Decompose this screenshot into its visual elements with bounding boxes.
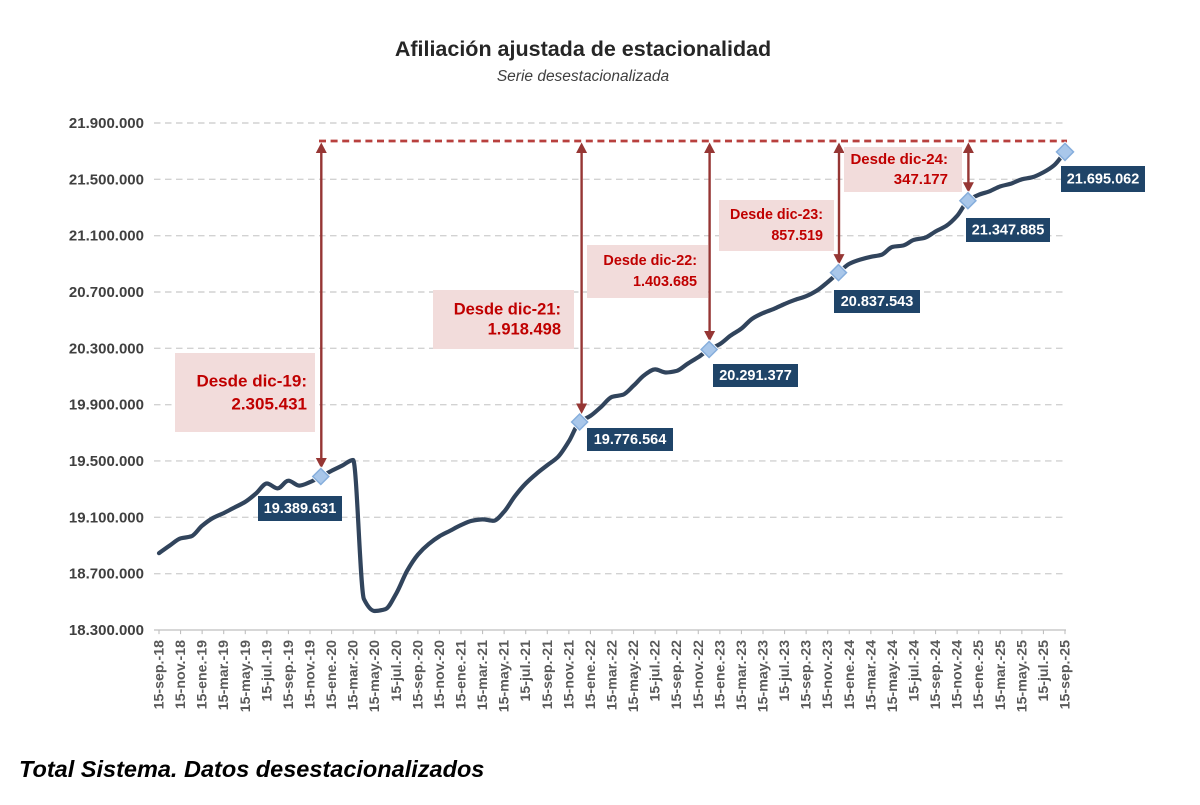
svg-text:Total Sistema. Datos desestaci: Total Sistema. Datos desestacionalizados	[19, 756, 484, 782]
svg-text:15-sep.-21: 15-sep.-21	[540, 640, 556, 710]
svg-text:15-nov.-22: 15-nov.-22	[691, 640, 707, 709]
svg-text:19.100.000: 19.100.000	[69, 509, 144, 526]
svg-text:Desde dic-21:: Desde dic-21:	[454, 301, 561, 319]
svg-text:15-may.-24: 15-may.-24	[885, 640, 901, 712]
svg-text:15-sep.-19: 15-sep.-19	[281, 640, 297, 710]
svg-text:21.500.000: 21.500.000	[69, 171, 144, 188]
svg-text:15-nov.-20: 15-nov.-20	[432, 640, 448, 709]
svg-text:15-mar.-19: 15-mar.-19	[216, 640, 232, 710]
svg-text:Desde dic-22:: Desde dic-22:	[603, 253, 697, 269]
svg-text:15-jul.-21: 15-jul.-21	[518, 640, 534, 702]
svg-text:19.776.564: 19.776.564	[594, 432, 667, 448]
svg-text:15-mar.-22: 15-mar.-22	[605, 640, 621, 710]
svg-text:19.500.000: 19.500.000	[69, 453, 144, 470]
svg-text:15-sep.-24: 15-sep.-24	[928, 640, 944, 710]
svg-text:15-sep.-22: 15-sep.-22	[669, 640, 685, 710]
svg-text:15-sep.-25: 15-sep.-25	[1058, 640, 1074, 710]
svg-text:15-mar.-21: 15-mar.-21	[475, 640, 491, 710]
svg-text:15-jul.-19: 15-jul.-19	[259, 640, 275, 702]
svg-text:18.700.000: 18.700.000	[69, 566, 144, 583]
svg-text:15-nov.-21: 15-nov.-21	[561, 640, 577, 709]
svg-text:347.177: 347.177	[894, 171, 948, 188]
svg-text:20.291.377: 20.291.377	[719, 368, 792, 384]
svg-text:20.837.543: 20.837.543	[841, 294, 914, 310]
svg-text:1.918.498: 1.918.498	[488, 321, 561, 339]
svg-text:21.100.000: 21.100.000	[69, 228, 144, 245]
svg-text:20.700.000: 20.700.000	[69, 284, 144, 301]
svg-text:15-jul.-23: 15-jul.-23	[777, 640, 793, 702]
svg-text:21.347.885: 21.347.885	[972, 223, 1045, 239]
svg-text:21.695.062: 21.695.062	[1067, 172, 1140, 188]
svg-text:15-jul.-25: 15-jul.-25	[1036, 640, 1052, 702]
svg-text:Afiliación ajustada de estacio: Afiliación ajustada de estacionalidad	[395, 37, 771, 61]
svg-text:15-may.-21: 15-may.-21	[497, 640, 513, 712]
svg-text:15-jul.-22: 15-jul.-22	[648, 640, 664, 702]
svg-text:21.900.000: 21.900.000	[69, 115, 144, 132]
svg-text:15-may.-25: 15-may.-25	[1014, 640, 1030, 712]
svg-text:Desde dic-19:: Desde dic-19:	[196, 371, 307, 390]
svg-text:18.300.000: 18.300.000	[69, 622, 144, 639]
svg-text:857.519: 857.519	[771, 228, 823, 244]
svg-text:19.900.000: 19.900.000	[69, 397, 144, 414]
svg-text:Serie desestacionalizada: Serie desestacionalizada	[497, 68, 670, 85]
svg-text:Desde dic-23:: Desde dic-23:	[730, 207, 823, 223]
svg-text:1.403.685: 1.403.685	[633, 274, 697, 290]
svg-text:15-nov.-18: 15-nov.-18	[173, 640, 189, 709]
svg-text:15-sep.-20: 15-sep.-20	[410, 640, 426, 710]
svg-text:2.305.431: 2.305.431	[231, 395, 307, 414]
svg-text:15-may.-22: 15-may.-22	[626, 640, 642, 712]
svg-text:15-ene.-19: 15-ene.-19	[195, 640, 211, 710]
svg-text:15-ene.-21: 15-ene.-21	[454, 640, 470, 710]
svg-text:15-mar.-23: 15-mar.-23	[734, 640, 750, 710]
svg-text:15-may.-20: 15-may.-20	[367, 640, 383, 712]
svg-text:15-ene.-24: 15-ene.-24	[842, 640, 858, 710]
svg-text:15-ene.-22: 15-ene.-22	[583, 640, 599, 710]
svg-text:Desde dic-24:: Desde dic-24:	[850, 151, 948, 168]
svg-text:15-ene.-23: 15-ene.-23	[712, 640, 728, 710]
svg-text:15-nov.-19: 15-nov.-19	[303, 640, 319, 709]
svg-text:15-sep.-18: 15-sep.-18	[152, 640, 168, 710]
svg-text:15-sep.-23: 15-sep.-23	[799, 640, 815, 710]
svg-text:20.300.000: 20.300.000	[69, 340, 144, 357]
svg-text:15-mar.-24: 15-mar.-24	[863, 640, 879, 710]
svg-text:15-may.-23: 15-may.-23	[756, 640, 772, 712]
svg-text:15-mar.-25: 15-mar.-25	[993, 640, 1009, 710]
svg-text:15-mar.-20: 15-mar.-20	[346, 640, 362, 710]
svg-text:15-ene.-20: 15-ene.-20	[324, 640, 340, 710]
svg-text:15-may.-19: 15-may.-19	[238, 640, 254, 712]
svg-text:15-jul.-20: 15-jul.-20	[389, 640, 405, 702]
svg-text:15-nov.-23: 15-nov.-23	[820, 640, 836, 709]
svg-text:15-ene.-25: 15-ene.-25	[971, 640, 987, 710]
svg-text:15-nov.-24: 15-nov.-24	[950, 640, 966, 709]
svg-text:15-jul.-24: 15-jul.-24	[907, 640, 923, 702]
svg-text:19.389.631: 19.389.631	[264, 501, 337, 517]
